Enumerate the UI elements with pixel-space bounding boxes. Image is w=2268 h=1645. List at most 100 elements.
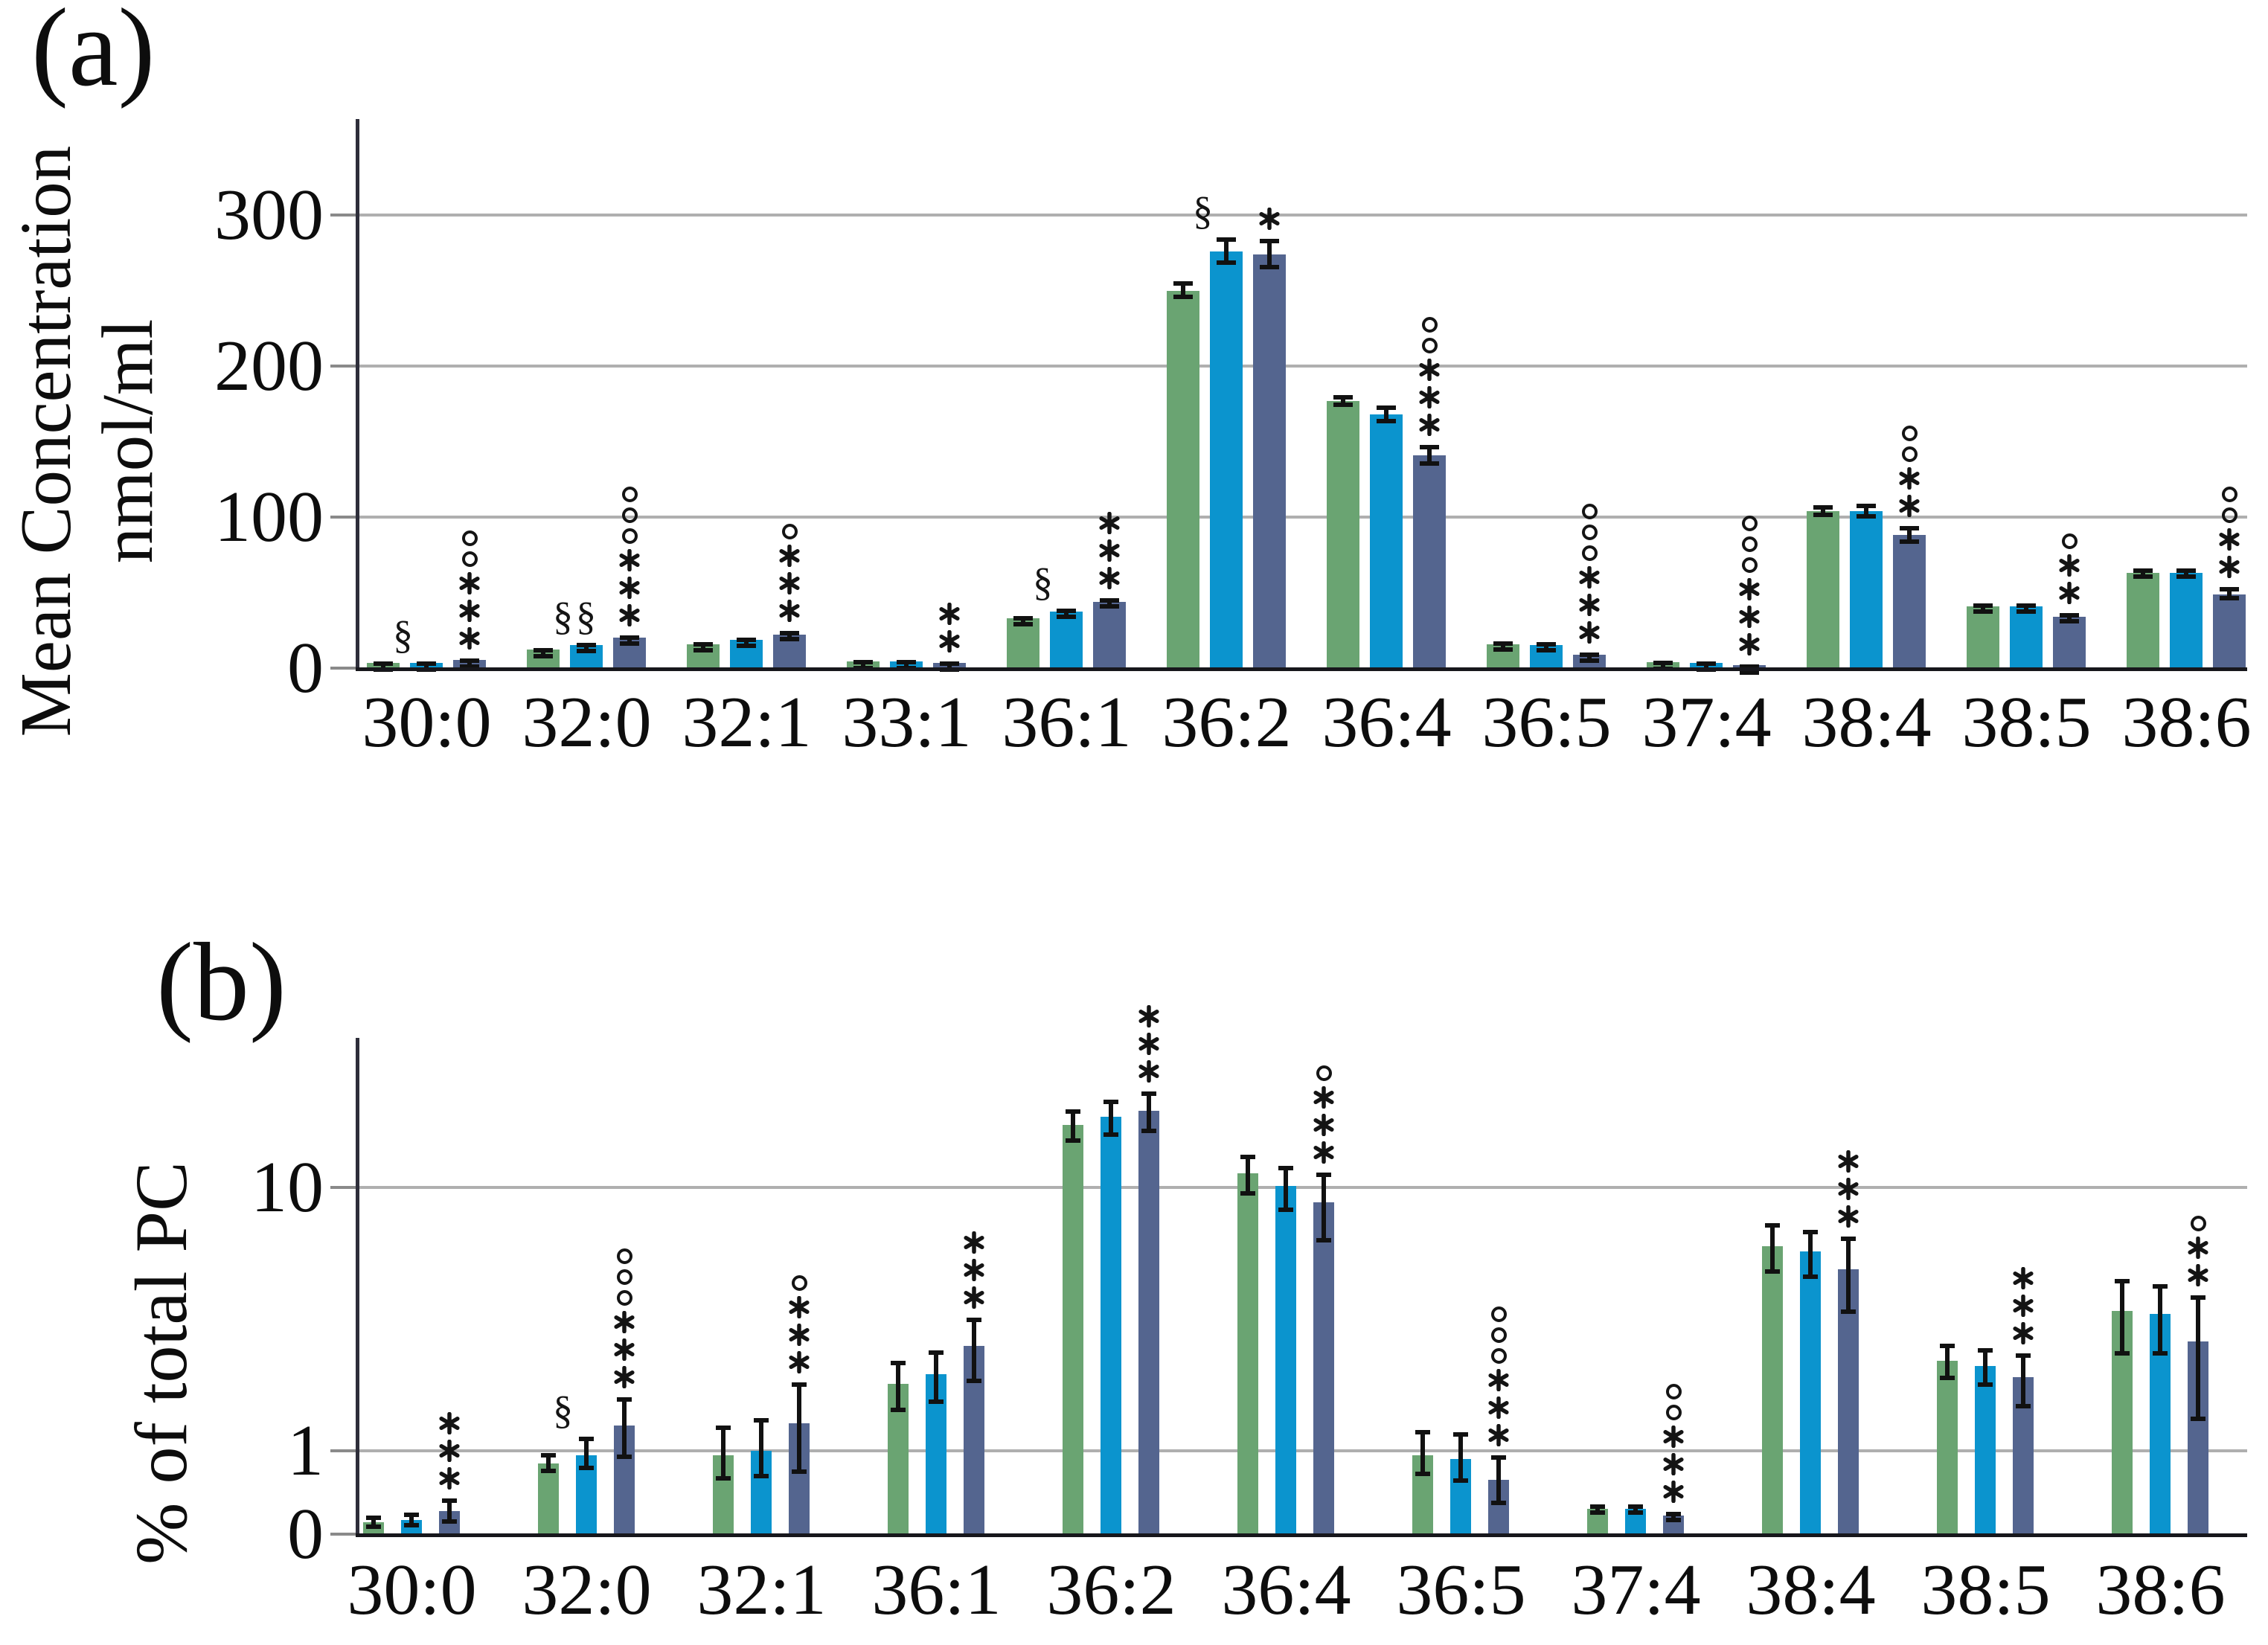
x-tick-label-36:5: 36:5 bbox=[1396, 1550, 1526, 1630]
section-marker-icon: § bbox=[576, 594, 596, 638]
error-bar-dark-blue-32:1 bbox=[792, 1382, 807, 1474]
x-tick-label-38:4: 38:4 bbox=[1801, 682, 1932, 763]
asterisk-marker-icon bbox=[1739, 578, 1760, 600]
error-bar-dark-blue-36:4 bbox=[1316, 1173, 1331, 1242]
asterisk-marker-icon bbox=[439, 1412, 460, 1434]
asterisk-marker-icon bbox=[619, 577, 640, 599]
asterisk-marker-icon bbox=[1313, 1086, 1334, 1109]
asterisk-marker-icon bbox=[2013, 1295, 2034, 1317]
error-bar-dark-blue-30:0 bbox=[460, 658, 479, 669]
error-bar-stem bbox=[541, 652, 545, 654]
y-tick-mark-200 bbox=[330, 365, 357, 368]
bar-green-36:4 bbox=[1237, 1173, 1258, 1534]
bar-green-38:4 bbox=[1762, 1246, 1783, 1534]
error-bar-stem bbox=[1284, 1170, 1288, 1208]
circle-marker-icon bbox=[621, 507, 638, 523]
x-tick-label-36:1: 36:1 bbox=[871, 1550, 1002, 1630]
error-bar-stem bbox=[584, 647, 589, 649]
error-bar-dark-blue-36:4 bbox=[1420, 445, 1439, 466]
error-bar-dark-blue-36:5 bbox=[1491, 1455, 1506, 1505]
asterisk-marker-icon bbox=[1419, 414, 1440, 436]
circle-marker-icon bbox=[1741, 516, 1758, 531]
bar-light-blue-38:5 bbox=[2010, 606, 2043, 668]
error-bar-light-blue-37:4 bbox=[1628, 1504, 1643, 1515]
error-bar-light-blue-32:1 bbox=[754, 1418, 769, 1478]
significance-36:1-dark-blue bbox=[1076, 512, 1143, 589]
circle-marker-icon bbox=[1901, 446, 1918, 462]
circle-marker-icon bbox=[1741, 536, 1758, 552]
error-bar-stem bbox=[409, 1517, 414, 1523]
bar-light-blue-38:4 bbox=[1800, 1251, 1821, 1534]
significance-32:0-dark-blue bbox=[591, 1248, 658, 1388]
error-bar-dark-blue-36:1 bbox=[967, 1318, 981, 1383]
bar-light-blue-38:4 bbox=[1850, 511, 1883, 668]
error-bar-green-36:1 bbox=[1013, 616, 1033, 626]
asterisk-marker-icon bbox=[2188, 1264, 2208, 1286]
circle-marker-icon bbox=[461, 551, 478, 567]
error-bar-green-38:4 bbox=[1813, 505, 1833, 517]
significance-38:4-dark-blue bbox=[1876, 426, 1943, 517]
error-bar-dark-blue-36:5 bbox=[1580, 652, 1599, 663]
significance-32:0-light-blue: § § bbox=[553, 594, 620, 638]
x-tick-label-33:1: 33:1 bbox=[842, 682, 972, 763]
asterisk-marker-icon bbox=[1099, 567, 1120, 589]
x-axis-line bbox=[356, 667, 2247, 671]
error-bar-stem bbox=[1544, 647, 1548, 648]
circle-marker-icon bbox=[1421, 338, 1438, 353]
asterisk-marker-icon bbox=[1579, 566, 1600, 589]
asterisk-marker-icon bbox=[2219, 528, 2240, 551]
error-bar-green-36:4 bbox=[1240, 1155, 1255, 1196]
circle-marker-icon bbox=[621, 487, 638, 502]
asterisk-marker-icon bbox=[1838, 1150, 1859, 1173]
gridline-200 bbox=[357, 365, 2247, 368]
circle-marker-icon bbox=[1490, 1306, 1507, 1322]
error-bar-stem bbox=[424, 666, 429, 667]
error-bar-dark-blue-38:6 bbox=[2191, 1295, 2205, 1421]
asterisk-marker-icon bbox=[1899, 467, 1920, 490]
circle-marker-icon bbox=[1665, 1384, 1682, 1399]
error-bar-stem bbox=[1661, 665, 1665, 667]
error-bar-stem bbox=[381, 666, 385, 667]
error-bar-stem bbox=[787, 635, 792, 637]
x-tick-label-36:4: 36:4 bbox=[1221, 1550, 1351, 1630]
asterisk-marker-icon bbox=[1739, 606, 1760, 628]
error-bar-light-blue-32:0 bbox=[577, 643, 596, 653]
gridline-1 bbox=[357, 1449, 2247, 1452]
error-bar-stem bbox=[1246, 1159, 1250, 1191]
significance-37:4-dark-blue bbox=[1640, 1384, 1707, 1503]
error-bar-dark-blue-38:6 bbox=[2220, 587, 2239, 600]
circle-marker-icon bbox=[2221, 487, 2237, 502]
error-bar-light-blue-36:4 bbox=[1278, 1166, 1293, 1212]
asterisk-marker-icon bbox=[939, 630, 960, 652]
asterisk-marker-icon bbox=[779, 600, 800, 622]
error-bar-stem bbox=[1181, 286, 1185, 295]
asterisk-marker-icon bbox=[964, 1259, 984, 1281]
asterisk-marker-icon bbox=[439, 1440, 460, 1462]
asterisk-marker-icon bbox=[459, 600, 480, 622]
asterisk-marker-icon bbox=[1838, 1178, 1859, 1200]
error-bar-dark-blue-38:4 bbox=[1841, 1237, 1856, 1314]
asterisk-marker-icon bbox=[964, 1286, 984, 1309]
asterisk-marker-icon bbox=[614, 1311, 635, 1333]
x-tick-label-38:6: 38:6 bbox=[2095, 1550, 2226, 1630]
circle-marker-icon bbox=[461, 530, 478, 546]
significance-36:4-dark-blue bbox=[1290, 1065, 1357, 1164]
error-bar-green-38:5 bbox=[1973, 603, 1993, 614]
y-tick-mark-0 bbox=[330, 1533, 357, 1536]
bar-light-blue-36:2 bbox=[1101, 1117, 1121, 1534]
error-bar-stem bbox=[1224, 242, 1228, 260]
circle-marker-icon bbox=[1581, 504, 1598, 519]
error-bar-dark-blue-32:1 bbox=[780, 631, 799, 641]
error-bar-dark-blue-36:2 bbox=[1260, 239, 1279, 269]
error-bar-stem bbox=[1846, 1241, 1851, 1309]
error-bar-stem bbox=[1458, 1437, 1463, 1478]
error-bar-stem bbox=[1267, 243, 1272, 265]
asterisk-marker-icon bbox=[1899, 495, 1920, 517]
circle-marker-icon bbox=[621, 528, 638, 544]
error-bar-stem bbox=[896, 1365, 900, 1408]
bar-dark-blue-36:4 bbox=[1313, 1202, 1334, 1534]
error-bar-stem bbox=[1671, 1516, 1676, 1518]
asterisk-marker-icon bbox=[619, 549, 640, 571]
asterisk-marker-icon bbox=[614, 1366, 635, 1388]
